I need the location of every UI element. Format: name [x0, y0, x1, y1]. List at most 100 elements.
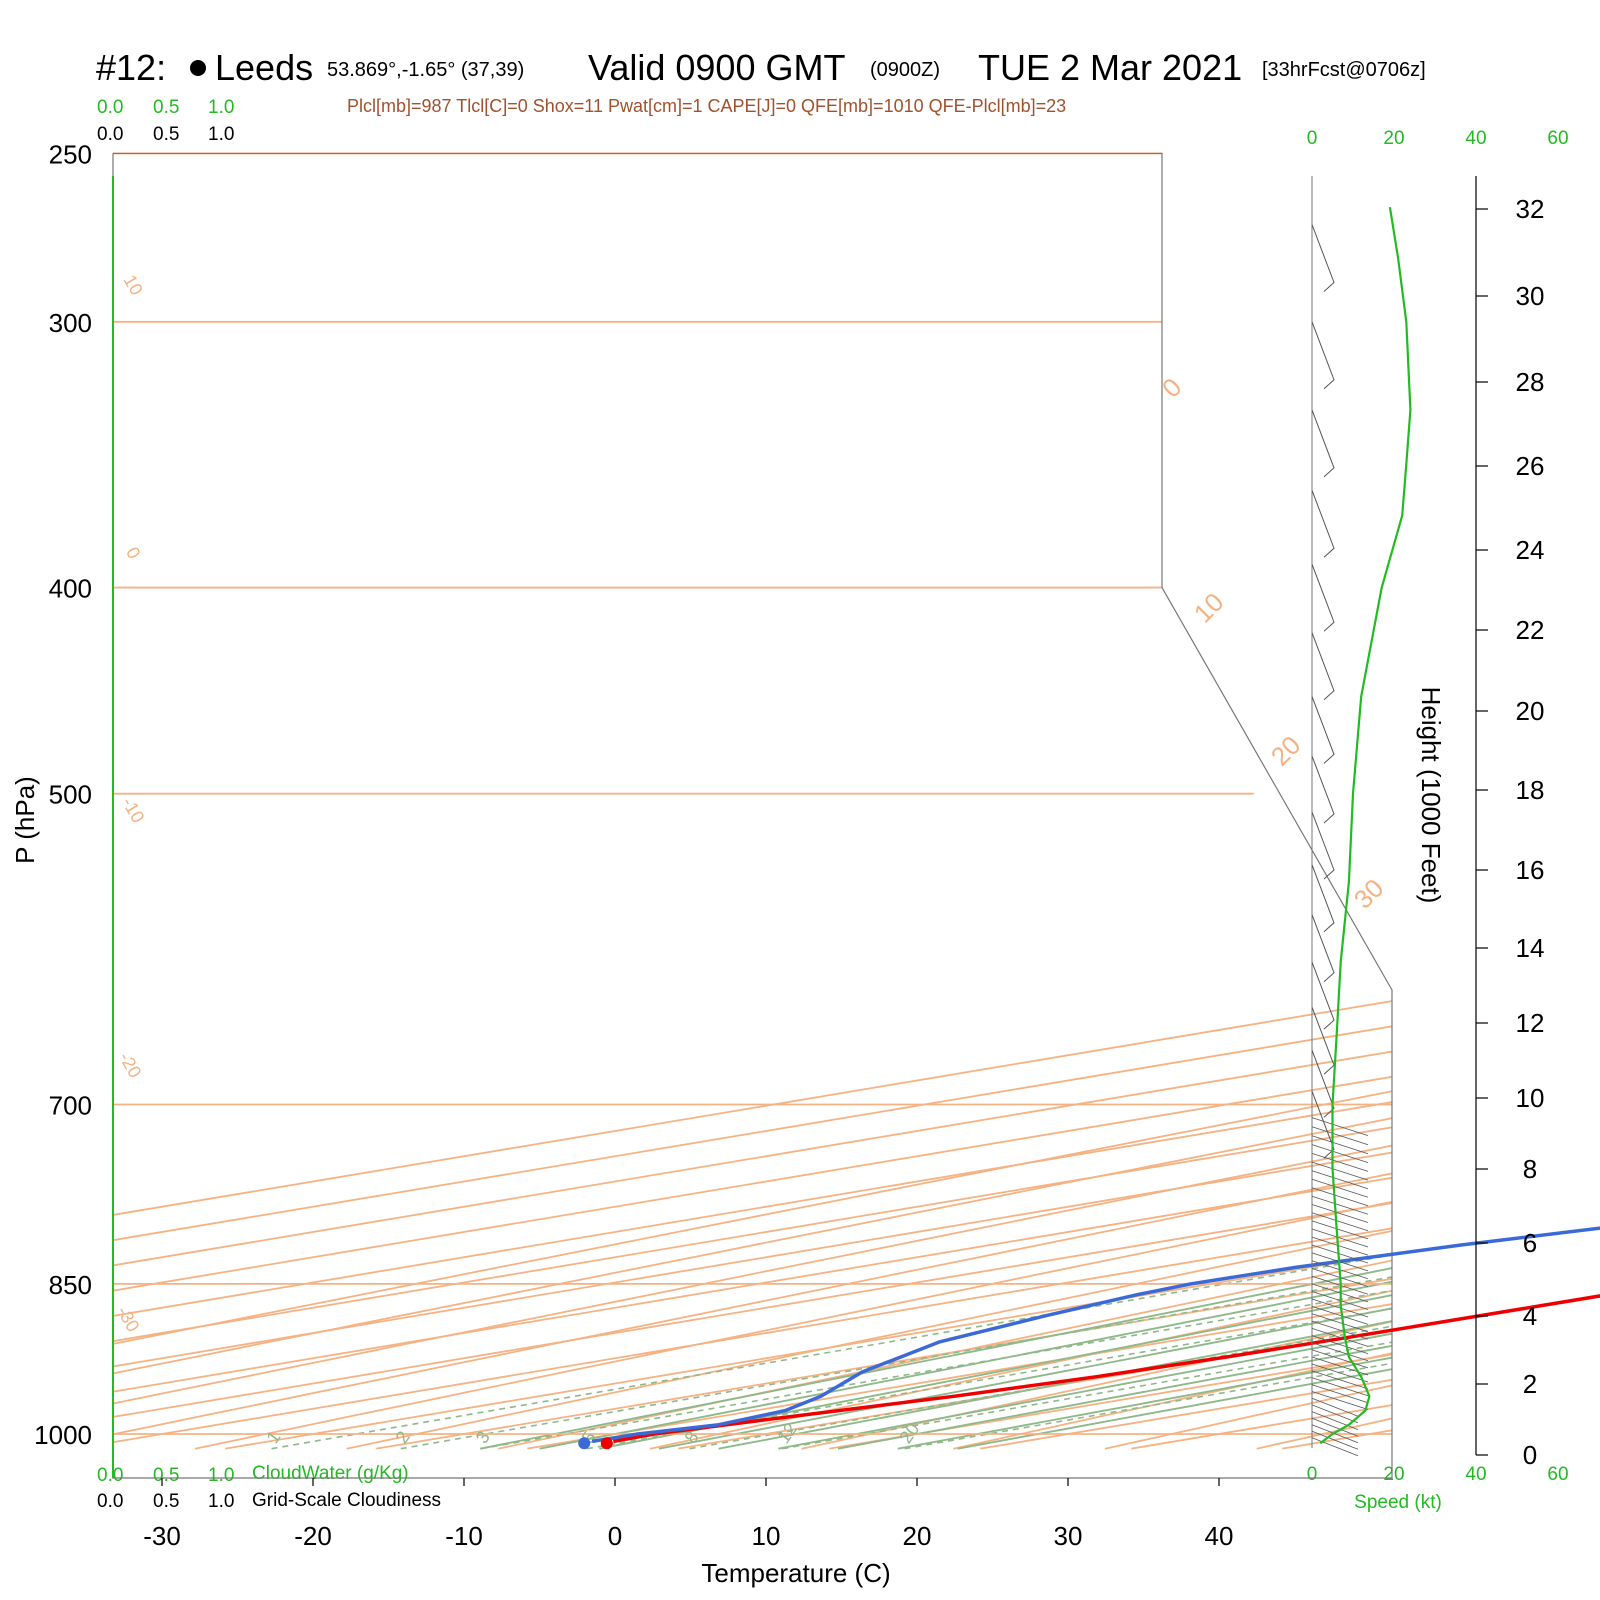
cloudwater-scale-top: 0.0 0.5 1.0: [97, 97, 234, 118]
wind-barb: [1311, 1161, 1369, 1181]
x-tick-label: 10: [752, 1521, 781, 1551]
moist-adiabat-line: [539, 152, 1392, 1450]
wind-barb: [1311, 1178, 1369, 1198]
height-tick-label: 30: [1516, 281, 1545, 311]
speed-tick: 60: [1547, 128, 1568, 149]
height-tick-label: 12: [1516, 1008, 1545, 1038]
isotherm-line: [113, 152, 1392, 1450]
wind-speed-axis-bottom: 0 20 40 60 Speed (kt): [1307, 1464, 1569, 1513]
wind-barb: [1311, 1153, 1369, 1172]
height-tick-label: 4: [1523, 1301, 1537, 1331]
wind-barb: [1311, 696, 1335, 764]
wind-barb: [1311, 1220, 1369, 1240]
cloudwater-scale-bottom: 0.0 0.5 1.0 CloudWater (g/Kg): [97, 1463, 409, 1486]
isotherm-label: 10: [1188, 587, 1230, 629]
height-tick-label: 24: [1516, 535, 1545, 565]
sounding-profiles: [578, 1226, 1600, 1450]
pressure-tick-label: 850: [49, 1270, 92, 1300]
pressure-tick-label: 500: [49, 780, 92, 810]
wind-barb: [1311, 1170, 1369, 1190]
cloudiness-scale-bottom: 0.0 0.5 1.0 Grid-Scale Cloudiness: [97, 1490, 441, 1512]
mixing-ratio-label: 12: [773, 1419, 801, 1447]
height-tick-label: 28: [1516, 367, 1545, 397]
isotherm-label: -20: [115, 1049, 145, 1082]
wind-barb: [1311, 1135, 1369, 1155]
height-tick-label: 26: [1516, 451, 1545, 481]
wind-barb: [1311, 914, 1335, 983]
cloudwater-label: CloudWater (g/Kg): [252, 1463, 409, 1484]
wind-barb: [1311, 1244, 1369, 1264]
wind-barb: [1311, 1349, 1369, 1369]
title-zulu: (0900Z): [870, 59, 940, 81]
height-tick-label: 14: [1516, 933, 1545, 963]
wind-barb: [1311, 1411, 1359, 1430]
isotherm-line: [1584, 153, 1600, 1448]
height-tick-label: 8: [1523, 1154, 1537, 1184]
dewpoint-profile-line: [591, 1226, 1600, 1444]
wind-speed-axis-top: 0 20 40 60: [1307, 128, 1569, 149]
cloudwater-tick: 0.5: [153, 1465, 179, 1486]
wind-barb: [1311, 1306, 1369, 1325]
wind-barb: [1311, 1370, 1369, 1390]
title-coords: 53.869°,-1.65° (37,39): [327, 59, 524, 81]
isotherm-line: [113, 152, 1392, 1450]
height-tick-label: 6: [1523, 1228, 1537, 1258]
wind-barb: [1311, 1342, 1369, 1362]
title-prefix: #12:: [96, 47, 166, 88]
dry-adiabat-line: [346, 188, 1392, 1450]
cloudiness-tick: 1.0: [208, 124, 234, 145]
wind-barb: [1311, 811, 1335, 880]
title-date: TUE 2 Mar 2021: [978, 47, 1242, 88]
wind-barb: [1311, 564, 1335, 632]
cloudwater-tick: 1.0: [208, 1465, 234, 1486]
pressure-tick-label: 250: [49, 139, 92, 169]
isotherm-label: 30: [1348, 873, 1390, 915]
x-axis-title: Temperature (C): [701, 1558, 890, 1588]
speed-tick: 20: [1383, 1464, 1404, 1485]
wind-barb: [1311, 864, 1335, 933]
wind-barb: [1311, 1391, 1369, 1410]
wind-barb: [1311, 1377, 1369, 1397]
wind-barb: [1311, 1430, 1359, 1450]
mixing-ratio-line: [782, 589, 1392, 1450]
mixing-ratio-line: [271, 589, 1392, 1450]
surface-temperature-dot: [600, 1437, 613, 1450]
speed-tick: 0: [1307, 128, 1318, 149]
wind-barb: [1311, 1050, 1335, 1118]
wind-speed-line: [1319, 207, 1412, 1445]
pressure-tick-label: 700: [49, 1091, 92, 1121]
wind-barb: [1311, 1228, 1369, 1248]
speed-tick: 60: [1547, 1464, 1568, 1485]
isotherm-line: [113, 152, 1392, 1450]
wind-barb: [1311, 409, 1335, 478]
wind-barb: [1311, 1195, 1369, 1215]
isotherm-line: [113, 152, 1392, 1450]
stability-indices: Plcl[mb]=987 Tlcl[C]=0 Shox=11 Pwat[cm]=…: [347, 96, 1066, 116]
pressure-tick-label: 300: [49, 308, 92, 338]
wind-barb: [1311, 1404, 1359, 1424]
height-axis-title: Height (1000 Feet): [1416, 687, 1446, 904]
wind-barb: [1311, 1397, 1359, 1417]
x-tick-label: 0: [608, 1521, 622, 1551]
title-forecast: [33hrFcst@0706z]: [1262, 59, 1426, 81]
isotherm-label: -30: [113, 1303, 143, 1336]
speed-tick: 20: [1383, 128, 1404, 149]
isotherm-line: [113, 152, 1392, 1450]
cloudiness-label: Grid-Scale Cloudiness: [252, 1490, 441, 1511]
wind-barb: [1311, 1091, 1335, 1159]
wind-barb: [1311, 1187, 1369, 1207]
plot-frame: [112, 152, 1393, 1479]
isotherm-line: [980, 152, 1392, 1450]
wind-barb: [1311, 1363, 1369, 1383]
dry-adiabat-line: [113, 188, 1392, 1450]
isotherm-label: 20: [1265, 730, 1307, 772]
dry-adiabat-line: [113, 188, 1392, 1450]
cloudiness-tick: 1.0: [208, 1491, 234, 1512]
pressure-tick-label: 400: [49, 574, 92, 604]
wind-speed-profile: [1319, 207, 1412, 1445]
x-tick-label: -10: [445, 1521, 483, 1551]
surface-dewpoint-dot: [578, 1437, 591, 1450]
height-tick-label: 2: [1523, 1369, 1537, 1399]
cloudiness-scale-top: 0.0 0.5 1.0: [97, 124, 234, 145]
dry-adiabat-line: [498, 188, 1392, 1450]
